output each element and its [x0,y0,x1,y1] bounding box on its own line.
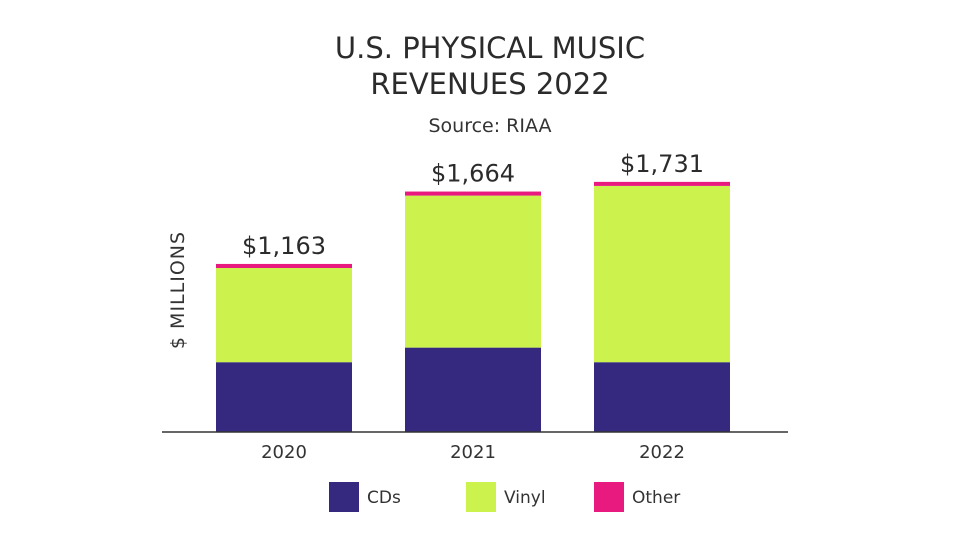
bar-other-2020 [216,263,352,268]
legend-label-cds: CDs [367,488,401,508]
legend-swatch-other [594,482,624,512]
bar-vinyl-2021 [405,195,541,348]
chart-title-line-1: U.S. PHYSICAL MUSIC [334,31,646,65]
bar-other-2021 [405,191,541,196]
legend-label-other: Other [632,488,680,508]
chart-subtitle: Source: RIAA [428,115,552,137]
legend-swatch-cds [329,482,359,512]
bar-cds-2021 [405,347,541,432]
bar-other-2022 [594,181,730,186]
bar-cds-2020 [216,362,352,432]
total-label-2022: $1,731 [620,150,704,178]
x-tick-label-2021: 2021 [450,442,496,463]
total-label-2020: $1,163 [242,232,326,260]
x-tick-label-2022: 2022 [639,442,685,463]
bar-vinyl-2020 [216,267,352,363]
chart-title: U.S. PHYSICAL MUSIC REVENUES 2022 [0,30,980,102]
legend-label-vinyl: Vinyl [504,488,546,508]
chart-title-line-2: REVENUES 2022 [370,67,610,101]
bar-vinyl-2022 [594,185,730,363]
x-tick-label-2020: 2020 [261,442,307,463]
legend-swatch-vinyl [466,482,496,512]
bar-cds-2022 [594,362,730,432]
total-label-2021: $1,664 [431,160,515,188]
